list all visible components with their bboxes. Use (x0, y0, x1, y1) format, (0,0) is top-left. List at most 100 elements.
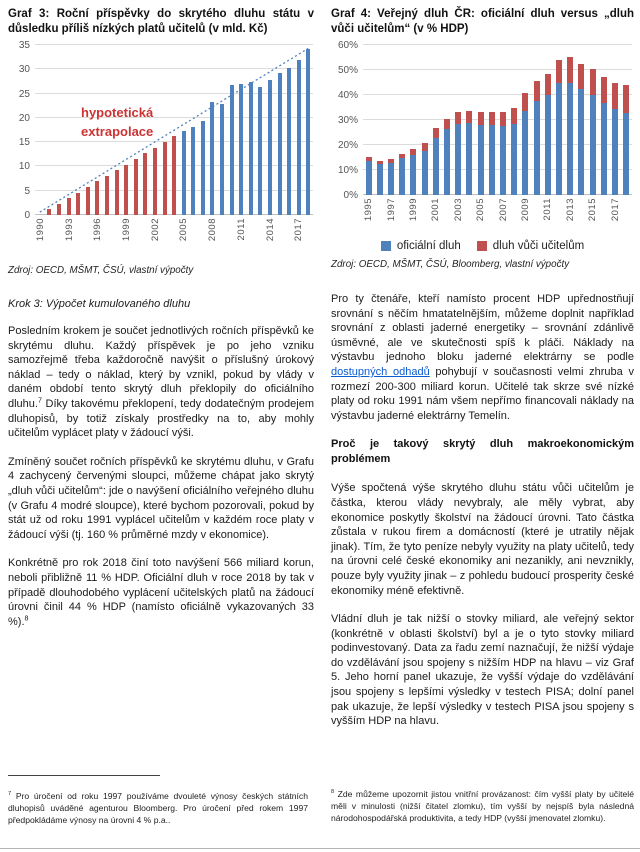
stacked-bar-slot (531, 45, 542, 195)
text-run: Díky takovému překlopení, tedy dodatečný… (8, 397, 314, 440)
x-axis-label: 1999 (121, 218, 133, 242)
x-axis-label: 2011 (235, 218, 247, 241)
stacked-bar-slot (621, 45, 632, 195)
x-axis-tick: 1997 (385, 198, 397, 238)
x-axis-tick: 2011 (542, 198, 553, 238)
grid-line (363, 194, 632, 195)
graf4-stacked-bar-chart: 0% 10% 20% 30% 40% 50% 60% 1995 1997 1999 2001 2003… (331, 40, 634, 252)
stacked-bar-slot (374, 45, 385, 195)
bar-slot (160, 45, 170, 215)
stacked-bar-slot (453, 45, 464, 195)
grid-line (35, 44, 313, 45)
stacked-bar (589, 45, 596, 195)
teacher-debt-segment (612, 82, 619, 109)
stacked-bar (567, 45, 574, 195)
teacher-debt-segment (399, 153, 406, 158)
macro-section-heading: Proč je takový skrytý dluh makroekonomic… (331, 438, 634, 466)
x-axis-label: 2017 (293, 218, 305, 242)
y-axis-label: 25 (18, 88, 30, 100)
x-axis-label: 1990 (35, 218, 46, 242)
teacher-debt-segment (488, 111, 495, 126)
text-run: pohybují v současnosti velmi zhruba v ro… (331, 365, 634, 422)
left-paragraph-3: Konkrétně pro rok 2018 činí toto navýšen… (8, 556, 314, 629)
extrapolation-bar (66, 198, 71, 215)
official-debt-segment (410, 155, 417, 195)
y-axis: 0% 10% 20% 30% 40% 50% 60% (331, 40, 363, 201)
text-run: Výše spočtená výše skrytého dluhu státu … (331, 482, 634, 597)
x-axis-tick: 2007 (497, 198, 509, 238)
x-axis-tick: 1999 (408, 198, 419, 238)
x-axis-tick (218, 218, 227, 258)
inline-link[interactable]: dostupných odhadů (331, 365, 430, 378)
x-axis-tick: 2003 (453, 198, 464, 238)
extrapolation-bar (124, 164, 129, 215)
x-axis-label: 2011 (542, 198, 554, 221)
stacked-bar (578, 45, 585, 195)
step3-heading: Krok 3: Výpočet kumulovaného dluhu (8, 298, 191, 310)
chart-area: 0% 10% 20% 30% 40% 50% 60% 1995 1997 1999 2001 2003… (331, 40, 634, 238)
official-debt-segment (444, 129, 451, 195)
actual-bar (258, 87, 263, 215)
x-axis-label: 2007 (497, 198, 509, 222)
grid-line (35, 68, 313, 70)
bar-slot (208, 45, 218, 215)
graf4-title: Graf 4: Veřejný dluh ČR: oficiální dluh … (331, 8, 634, 35)
extrapolation-bar (104, 175, 109, 215)
x-axis-tick: 1990 (35, 218, 46, 258)
x-axis-tick (397, 198, 408, 238)
bar-slot (141, 45, 151, 215)
bar-slot (294, 45, 304, 215)
y-axis-label: 30% (337, 115, 358, 126)
page-bottom-rule (0, 848, 640, 849)
right-paragraph-2: Výše spočtená výše skrytého dluhu státu … (331, 481, 634, 598)
x-axis-tick (141, 218, 150, 258)
stacked-bar (556, 45, 563, 195)
x-axis-tick (509, 198, 520, 238)
actual-bar (287, 67, 292, 215)
official-debt-segment (589, 95, 596, 195)
stacked-bar (477, 45, 484, 195)
footnote-ref: 8 (24, 614, 29, 623)
bar-slot (246, 45, 256, 215)
bar-slots (35, 45, 313, 215)
x-axis-tick (304, 218, 313, 258)
bar-slot (236, 45, 246, 215)
x-axis-label: 2001 (430, 198, 442, 222)
stacked-bar-slot (363, 45, 374, 195)
y-axis-label: 20 (18, 112, 30, 124)
x-axis-tick (576, 198, 587, 238)
teacher-debt-segment (623, 85, 630, 113)
bar-slot (93, 45, 103, 215)
stacked-bar (533, 45, 540, 195)
official-debt-segment (567, 83, 574, 195)
graf4-source: Zdroj: OECD, MŠMT, ČSÚ, Bloomberg, vlast… (331, 259, 570, 270)
x-axis-labels: 1990 1993 1996 1999 2002 2005 2008 2011 2014 2017 (35, 218, 313, 258)
left-paragraph-1: Posledním krokem je součet jednotlivých … (8, 324, 314, 441)
x-axis-tick: 1999 (121, 218, 132, 258)
teacher-debt-segment (533, 81, 540, 102)
x-axis-tick (227, 218, 236, 258)
official-debt-segment (544, 95, 551, 195)
teacher-debt-segment (567, 57, 574, 84)
actual-bar (306, 49, 311, 215)
x-axis-tick (55, 218, 64, 258)
y-axis: 0 5 10 15 20 25 30 35 (8, 40, 35, 221)
right-paragraph-3: Vládní dluh je tak nižší o stovky miliar… (331, 612, 634, 729)
bar-slot (169, 45, 179, 215)
stacked-bar-slot (520, 45, 531, 195)
y-axis-label: 5 (24, 185, 30, 197)
right-column: Graf 4: Veřejný dluh ČR: oficiální dluh … (331, 7, 634, 743)
x-axis-label: 2014 (264, 218, 276, 242)
official-debt-segment (600, 103, 607, 195)
stacked-bar-slot (408, 45, 419, 195)
teacher-debt-segment (511, 108, 518, 125)
grid-line (363, 144, 632, 145)
footnote-ref: 8 (331, 789, 335, 796)
x-axis-label: 2009 (519, 198, 531, 222)
official-debt-segment (376, 164, 383, 195)
stacked-bar (421, 45, 428, 195)
official-debt-segment (455, 123, 462, 195)
x-axis-tick (112, 218, 121, 258)
x-axis-tick: 2011 (236, 218, 247, 258)
stacked-bar (488, 45, 495, 195)
